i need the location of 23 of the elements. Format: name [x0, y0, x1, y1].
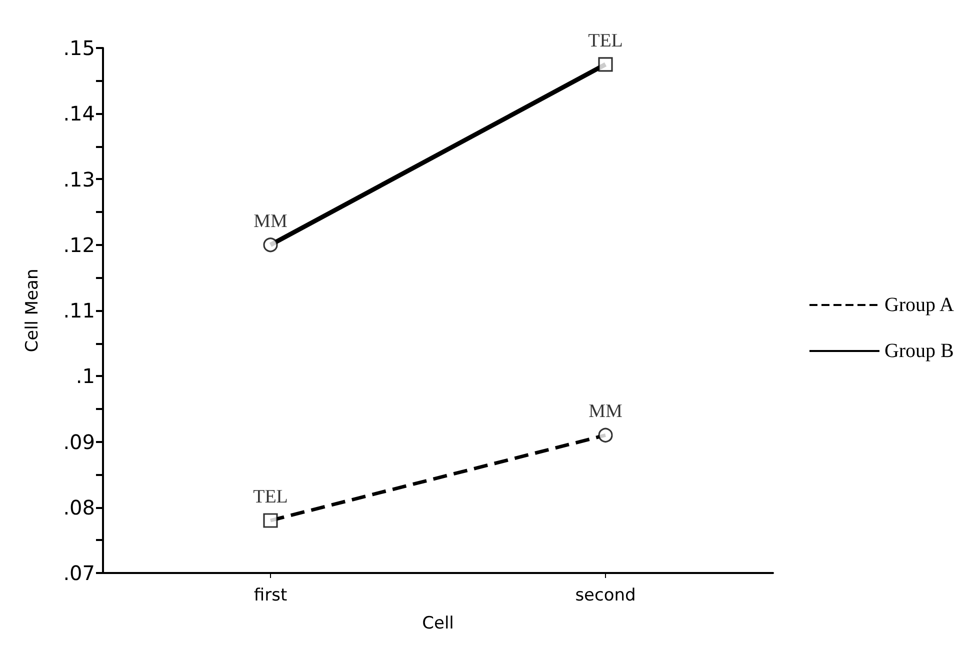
- annotation: TEL: [253, 486, 288, 508]
- y-tick-label: .13: [63, 167, 95, 192]
- y-tick-label: .12: [63, 232, 95, 257]
- annotation: MM: [588, 401, 622, 422]
- y-tick-label: .09: [63, 430, 95, 454]
- y-tick-label: .15: [63, 36, 95, 60]
- y-tick-label: .07: [63, 561, 95, 585]
- y-tick-label: .11: [63, 298, 95, 322]
- x-axis-title: Cell: [422, 614, 454, 634]
- legend-label: Group B: [884, 340, 954, 362]
- point: [598, 428, 613, 442]
- x-tick-label: second: [575, 586, 636, 606]
- annotation: TEL: [588, 30, 623, 52]
- legend-label: Group A: [884, 294, 954, 316]
- y-tick-label: .1: [76, 364, 95, 388]
- y-tick-label: .08: [63, 495, 95, 520]
- annotation: MM: [254, 210, 288, 232]
- x-tick-label: first: [254, 586, 288, 606]
- point: [263, 238, 278, 252]
- y-axis-title: Cell Mean: [22, 268, 42, 352]
- point: [598, 57, 613, 72]
- point: [263, 513, 278, 528]
- y-tick-label: .14: [63, 102, 95, 126]
